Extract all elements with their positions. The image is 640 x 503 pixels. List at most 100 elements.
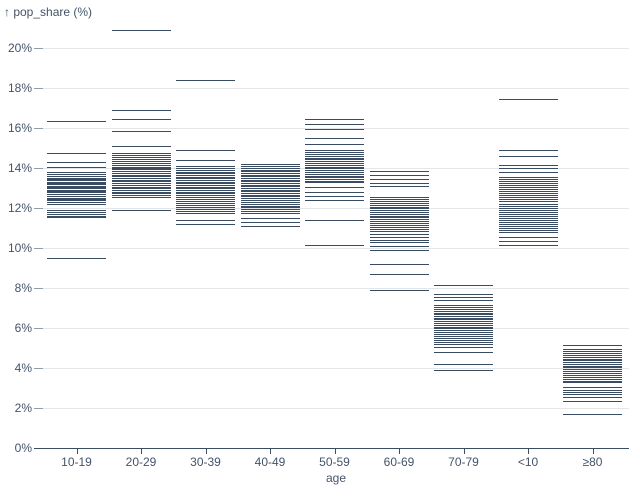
- tick-mark: [240, 211, 300, 212]
- tick-mark: [240, 200, 300, 201]
- y-tick-mark: [34, 408, 43, 409]
- y-tick-label: 12%: [7, 201, 32, 215]
- tick-mark: [240, 218, 300, 219]
- tick-mark: [434, 330, 493, 331]
- tick-mark: [176, 199, 235, 200]
- tick-mark: [563, 401, 622, 402]
- tick-mark: [563, 353, 622, 354]
- y-tick-mark: [34, 368, 43, 369]
- tick-mark: [563, 381, 622, 382]
- x-tick-label: 10-19: [61, 455, 92, 469]
- tick-mark: [369, 201, 429, 202]
- tick-mark: [240, 176, 300, 177]
- tick-mark: [111, 180, 171, 181]
- tick-mark: [434, 334, 493, 335]
- tick-mark: [240, 204, 300, 205]
- y-gridline: [43, 288, 629, 289]
- tick-mark: [369, 237, 429, 238]
- tick-mark: [434, 338, 493, 339]
- tick-mark: [240, 164, 300, 165]
- tick-mark: [240, 166, 300, 167]
- tick-mark: [434, 336, 493, 337]
- y-axis-title: ↑ pop_share (%): [4, 5, 93, 19]
- tick-mark: [47, 179, 106, 180]
- tick-mark: [111, 163, 171, 164]
- x-tick-label: 20-29: [125, 455, 157, 469]
- tick-mark: [240, 193, 300, 194]
- tick-mark: [176, 205, 235, 206]
- tick-mark: [240, 181, 300, 182]
- tick-mark: [498, 208, 558, 209]
- tick-mark: [434, 300, 493, 301]
- tick-mark: [369, 274, 429, 275]
- tick-mark: [111, 195, 171, 196]
- tick-mark: [563, 390, 622, 391]
- tick-mark: [305, 167, 364, 168]
- x-tick-mark: [76, 449, 78, 454]
- tick-mark: [305, 174, 364, 175]
- tick-mark: [563, 373, 622, 374]
- x-tick-mark: [334, 449, 336, 454]
- tick-mark: [305, 124, 364, 125]
- tick-mark: [47, 162, 106, 163]
- tick-mark: [498, 222, 558, 223]
- y-tick-label: 2%: [14, 401, 32, 415]
- tick-mark: [369, 231, 429, 232]
- tick-mark: [369, 225, 429, 226]
- tick-mark: [111, 178, 171, 179]
- y-tick-mark: [34, 128, 43, 129]
- tick-mark: [47, 212, 106, 213]
- tick-mark: [111, 119, 171, 120]
- tick-mark: [498, 237, 558, 238]
- tick-mark: [369, 234, 429, 235]
- tick-mark: [498, 226, 558, 227]
- tick-mark: [47, 191, 106, 192]
- tick-mark: [176, 178, 235, 179]
- tick-mark: [434, 307, 493, 308]
- tick-mark: [111, 187, 171, 188]
- tick-mark: [434, 327, 493, 328]
- tick-mark: [176, 195, 235, 196]
- tick-mark: [498, 216, 558, 217]
- tick-mark: [498, 189, 558, 190]
- tick-mark: [176, 180, 235, 181]
- tick-mark: [498, 210, 558, 211]
- tick-mark: [240, 191, 300, 192]
- x-tick-label: 50-59: [319, 455, 350, 469]
- tick-mark: [176, 177, 235, 178]
- tick-mark: [240, 196, 300, 197]
- tick-mark: [563, 351, 622, 352]
- x-tick-mark: [205, 449, 207, 454]
- tick-mark: [369, 179, 429, 180]
- y-tick-label: 0%: [14, 441, 32, 455]
- y-tick-mark: [34, 208, 43, 209]
- tick-mark: [563, 360, 622, 361]
- tick-mark: [176, 211, 235, 212]
- tick-mark: [47, 182, 106, 183]
- tick-mark: [563, 371, 622, 372]
- tick-mark: [563, 379, 622, 380]
- y-tick-label: 4%: [14, 361, 32, 375]
- y-gridline: [43, 248, 629, 249]
- tick-mark: [47, 199, 106, 200]
- tick-mark: [369, 171, 429, 172]
- tick-mark: [111, 183, 171, 184]
- tick-mark: [47, 186, 106, 187]
- tick-mark: [305, 163, 364, 164]
- tick-mark: [176, 182, 235, 183]
- tick-mark: [111, 157, 171, 158]
- tick-mark: [240, 207, 300, 208]
- tick-mark: [240, 173, 300, 174]
- tick-mark: [369, 250, 429, 251]
- x-axis-line: [34, 448, 629, 449]
- tick-mark: [434, 328, 493, 329]
- tick-mark: [176, 187, 235, 188]
- tick-mark: [176, 224, 235, 225]
- tick-mark: [498, 201, 558, 202]
- tick-mark: [563, 357, 622, 358]
- tick-mark: [498, 204, 558, 205]
- tick-mark: [176, 185, 235, 186]
- x-axis-title: age: [325, 471, 347, 485]
- tick-mark: [498, 183, 558, 184]
- tick-mark: [111, 193, 171, 194]
